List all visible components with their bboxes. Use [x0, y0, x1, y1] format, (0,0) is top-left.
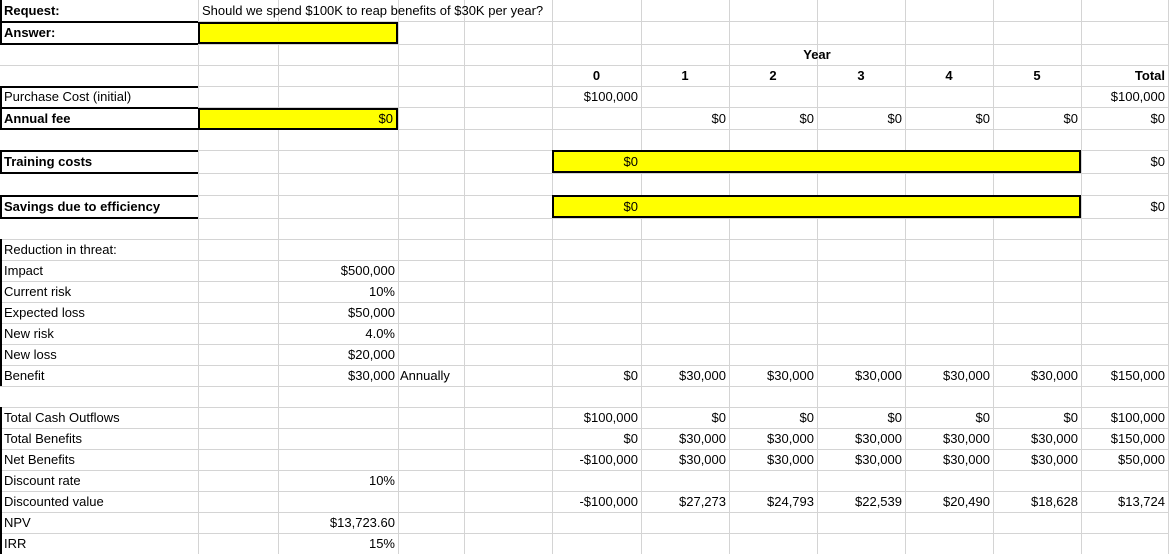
training-value: $0 [623, 154, 638, 169]
outflows-total[interactable]: $100,000 [1110, 410, 1165, 425]
benefits-label: Total Benefits [4, 431, 83, 446]
net-y5[interactable]: $30,000 [1031, 452, 1078, 467]
new-loss-label: New loss [4, 347, 57, 362]
net-label: Net Benefits [4, 452, 75, 467]
purchase-y0[interactable]: $100,000 [583, 89, 638, 104]
discount-rate-value[interactable]: 10% [368, 473, 395, 488]
year-1-header: 1 [681, 68, 689, 83]
annual-fee-label: Annual fee [4, 111, 71, 126]
discounted-label: Discounted value [4, 494, 104, 509]
outflows-y2[interactable]: $0 [799, 410, 814, 425]
benefits-y3[interactable]: $30,000 [855, 431, 902, 446]
savings-input[interactable]: $0 [552, 195, 1081, 218]
net-y3[interactable]: $30,000 [855, 452, 902, 467]
total-header: Total [1134, 68, 1165, 83]
benefit-y3[interactable]: $30,000 [855, 368, 902, 383]
annual-fee-y2[interactable]: $0 [799, 111, 814, 126]
discounted-y2[interactable]: $24,793 [767, 494, 814, 509]
npv-value[interactable]: $13,723.60 [329, 515, 395, 530]
expected-loss-label: Expected loss [4, 305, 85, 320]
benefits-y5[interactable]: $30,000 [1031, 431, 1078, 446]
discounted-y0[interactable]: -$100,000 [579, 494, 638, 509]
benefit-y0[interactable]: $0 [623, 368, 638, 383]
outflows-y5[interactable]: $0 [1063, 410, 1078, 425]
annual-fee-y5[interactable]: $0 [1063, 111, 1078, 126]
benefit-y1[interactable]: $30,000 [679, 368, 726, 383]
net-total[interactable]: $50,000 [1118, 452, 1165, 467]
discount-rate-label: Discount rate [4, 473, 81, 488]
discounted-y3[interactable]: $22,539 [855, 494, 902, 509]
discounted-y5[interactable]: $18,628 [1031, 494, 1078, 509]
discounted-y1[interactable]: $27,273 [679, 494, 726, 509]
net-y2[interactable]: $30,000 [767, 452, 814, 467]
current-risk-value[interactable]: 10% [368, 284, 395, 299]
benefits-total[interactable]: $150,000 [1110, 431, 1165, 446]
annual-fee-value: $0 [378, 111, 393, 126]
net-y0[interactable]: -$100,000 [579, 452, 638, 467]
benefit-note[interactable]: Annually [400, 368, 450, 383]
savings-label: Savings due to efficiency [4, 199, 161, 214]
new-risk-label: New risk [4, 326, 54, 341]
net-y1[interactable]: $30,000 [679, 452, 726, 467]
request-label: Request: [4, 3, 60, 18]
savings-total[interactable]: $0 [1150, 199, 1165, 214]
year-4-header: 4 [945, 68, 953, 83]
savings-value: $0 [623, 199, 638, 214]
annual-fee-y1[interactable]: $0 [711, 111, 726, 126]
current-risk-label: Current risk [4, 284, 72, 299]
outflows-label: Total Cash Outflows [4, 410, 120, 425]
benefits-y1[interactable]: $30,000 [679, 431, 726, 446]
training-input[interactable]: $0 [552, 150, 1081, 173]
outflows-y4[interactable]: $0 [975, 410, 990, 425]
benefit-y5[interactable]: $30,000 [1031, 368, 1078, 383]
year-0-header: 0 [592, 68, 601, 83]
irr-value[interactable]: 15% [368, 536, 395, 551]
benefits-y4[interactable]: $30,000 [943, 431, 990, 446]
answer-label: Answer: [4, 25, 56, 40]
benefit-y4[interactable]: $30,000 [943, 368, 990, 383]
training-total[interactable]: $0 [1150, 154, 1165, 169]
year-3-header: 3 [857, 68, 865, 83]
outflows-y1[interactable]: $0 [711, 410, 726, 425]
purchase-label: Purchase Cost (initial) [4, 89, 132, 104]
benefit-value[interactable]: $30,000 [348, 368, 395, 383]
benefit-y2[interactable]: $30,000 [767, 368, 814, 383]
new-loss-value[interactable]: $20,000 [348, 347, 395, 362]
impact-value[interactable]: $500,000 [340, 263, 395, 278]
benefit-label: Benefit [4, 368, 45, 383]
benefits-y0[interactable]: $0 [623, 431, 638, 446]
benefits-y2[interactable]: $30,000 [767, 431, 814, 446]
year-2-header: 2 [769, 68, 777, 83]
annual-fee-y4[interactable]: $0 [975, 111, 990, 126]
year-5-header: 5 [1033, 68, 1041, 83]
expected-loss-value[interactable]: $50,000 [348, 305, 395, 320]
benefit-total[interactable]: $150,000 [1110, 368, 1165, 383]
discounted-total[interactable]: $13,724 [1118, 494, 1165, 509]
outflows-y0[interactable]: $100,000 [583, 410, 638, 425]
outflows-y3[interactable]: $0 [887, 410, 902, 425]
training-label: Training costs [4, 154, 93, 169]
npv-label: NPV [4, 515, 31, 530]
year-header: Year [803, 47, 831, 62]
impact-label: Impact [4, 263, 44, 278]
annual-fee-input[interactable]: $0 [198, 108, 398, 130]
purchase-total[interactable]: $100,000 [1110, 89, 1165, 104]
annual-fee-y3[interactable]: $0 [887, 111, 902, 126]
request-text[interactable]: Should we spend $100K to reap benefits o… [202, 3, 544, 18]
threat-heading: Reduction in threat: [4, 242, 117, 257]
irr-label: IRR [4, 536, 27, 551]
answer-input[interactable] [198, 22, 398, 44]
new-risk-value[interactable]: 4.0% [365, 326, 395, 341]
annual-fee-total[interactable]: $0 [1150, 111, 1165, 126]
net-y4[interactable]: $30,000 [943, 452, 990, 467]
discounted-y4[interactable]: $20,490 [943, 494, 990, 509]
